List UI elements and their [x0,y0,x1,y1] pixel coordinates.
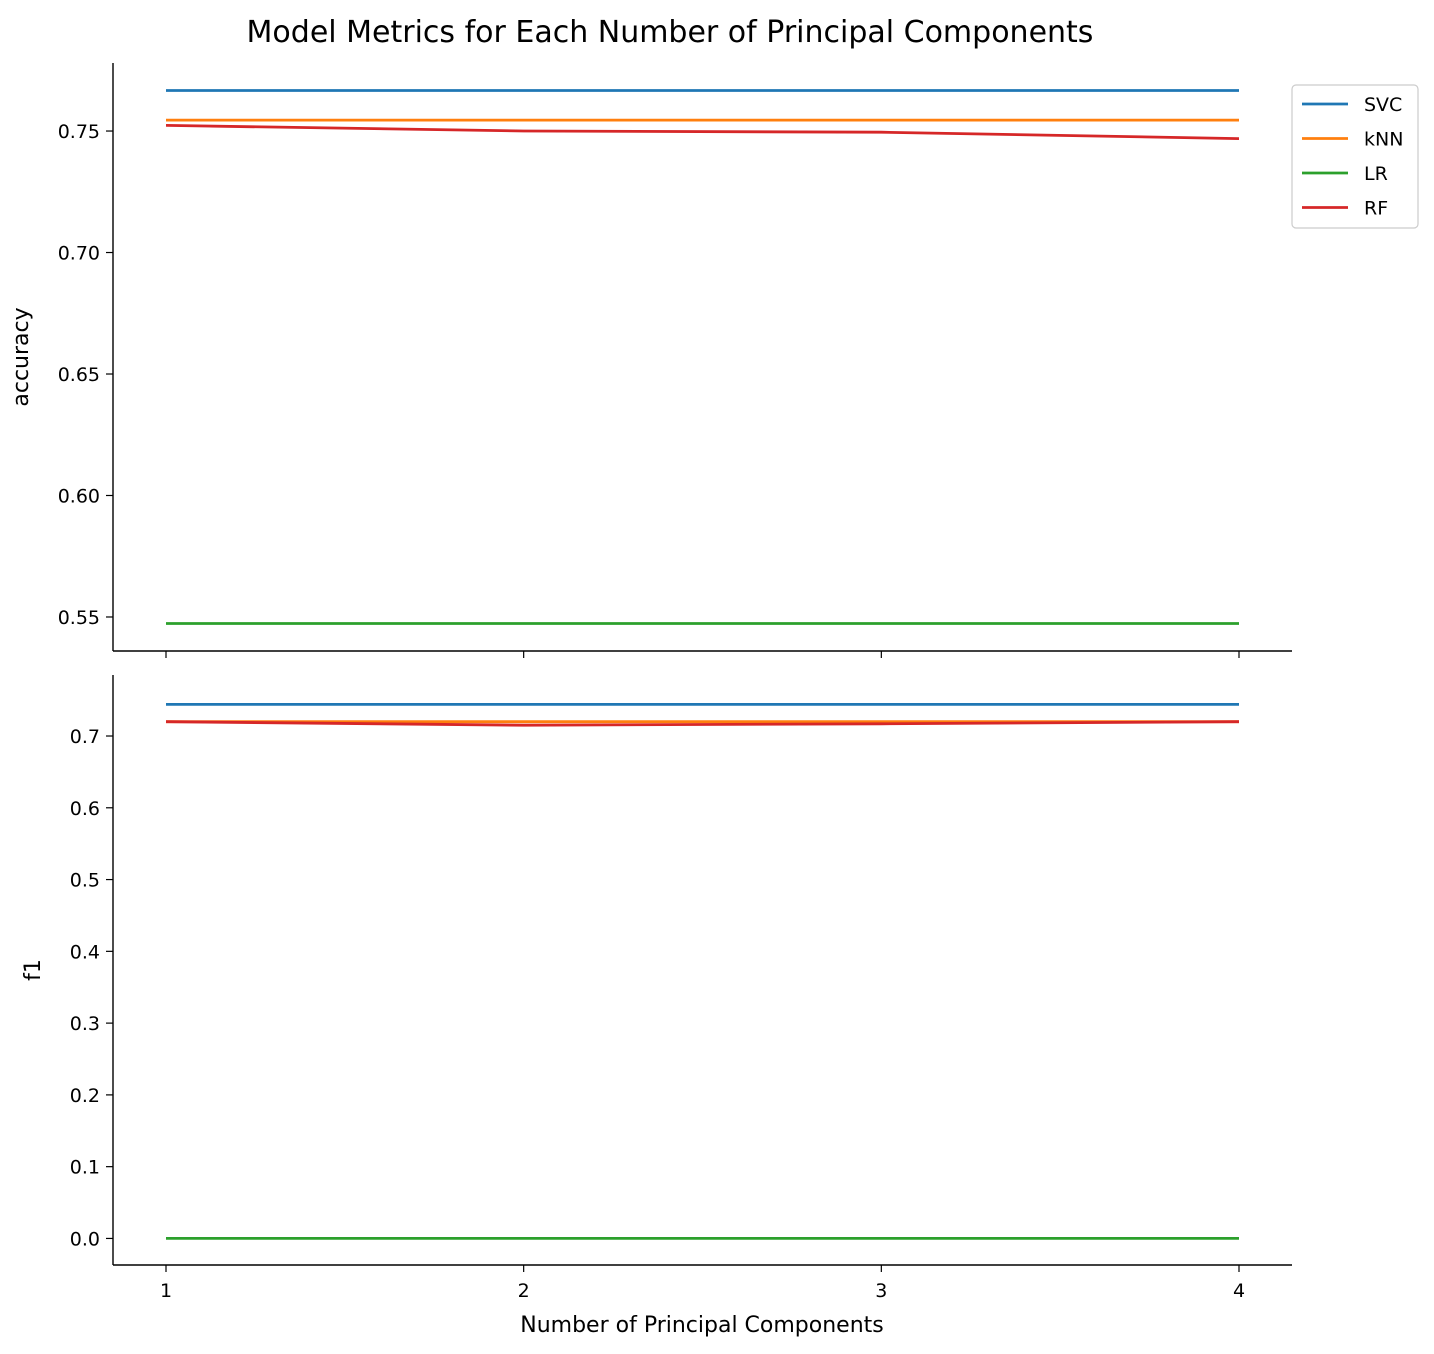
legend-label-lr: LR [1364,163,1388,185]
series-line-rf [165,124,1240,140]
legend-label-svc: SVC [1364,94,1402,116]
legend-label-knn: kNN [1364,129,1403,151]
y-tick-label: 0.60 [58,485,100,507]
f1-panel: 0.0 0.1 0.2 0.3 0.4 0.5 0.6 0.7 1 2 3 4 f1 [21,675,1292,1302]
legend-box [1291,84,1419,229]
legend: SVC kNN LR RF [1291,84,1419,229]
y-tick-label: 0.1 [70,1157,100,1179]
x-tick-label: 1 [160,1280,172,1302]
accuracy-panel: 0.55 0.60 0.65 0.70 0.75 accuracy [9,63,1292,658]
series-line-rf [165,720,1240,727]
y-tick-label: 0.6 [70,798,100,820]
y-axis-label: f1 [21,959,46,981]
y-tick-label: 0.4 [70,941,100,963]
y-tick-label: 0.5 [70,870,100,892]
chart-title: Model Metrics for Each Number of Princip… [247,15,1094,50]
y-tick-label: 0.55 [58,607,100,629]
y-tick-label: 0.7 [70,726,100,748]
x-axis-label: Number of Principal Components [520,1313,884,1338]
y-tick-label: 0.2 [70,1085,100,1107]
x-tick-label: 3 [875,1280,887,1302]
legend-label-rf: RF [1364,198,1388,220]
y-tick-label: 0.70 [58,243,100,265]
x-tick-label: 2 [518,1280,530,1302]
y-tick-label: 0.75 [58,121,100,143]
y-axis-label: accuracy [9,307,34,406]
y-tick-label: 0.3 [70,1013,100,1035]
y-tick-label: 0.65 [58,364,100,386]
y-tick-label: 0.0 [70,1228,100,1250]
x-tick-label: 4 [1233,1280,1245,1302]
